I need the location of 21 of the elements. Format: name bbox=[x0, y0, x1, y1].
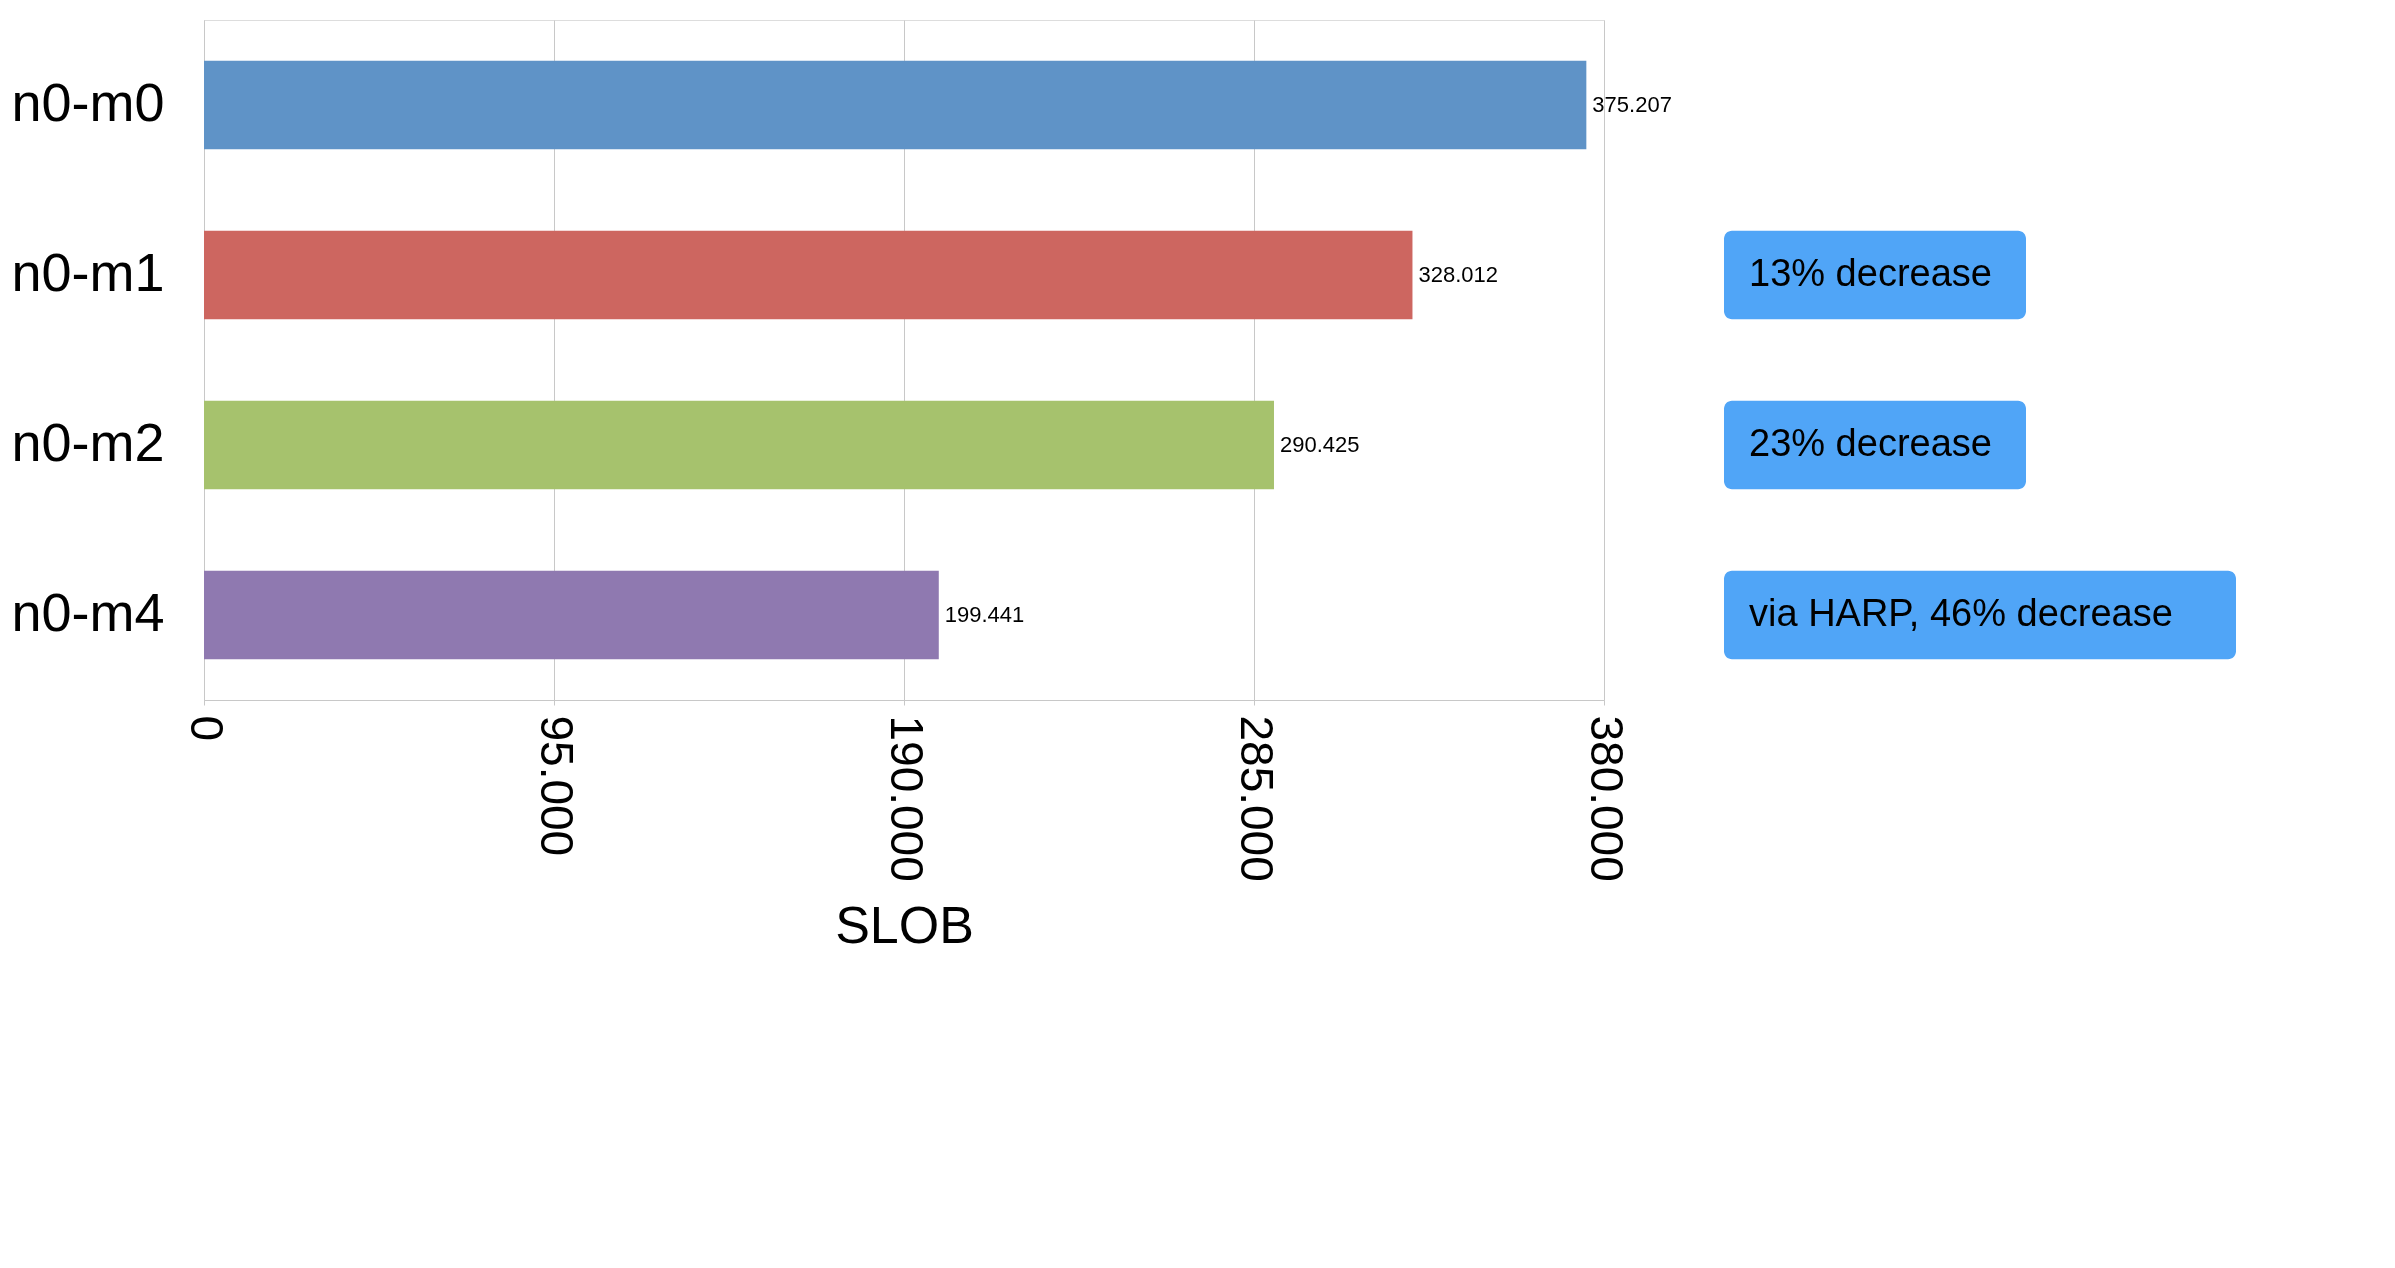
x-axis-title: SLOB bbox=[835, 895, 974, 954]
y-tick-label: n0-m1 bbox=[11, 242, 165, 302]
bar bbox=[204, 60, 1587, 150]
data-label: 290.425 bbox=[1279, 432, 1360, 457]
x-tick-label: 285.000 bbox=[1230, 715, 1283, 882]
text: 23% decrease bbox=[1749, 422, 1992, 464]
data-label: 328.012 bbox=[1418, 262, 1498, 287]
x-tick-label: 0 bbox=[180, 715, 233, 742]
text: via HARP, 46% decrease bbox=[1749, 592, 2173, 634]
y-tick-label: n0-m0 bbox=[11, 72, 165, 132]
x-tick-label: 380.000 bbox=[1580, 715, 1633, 882]
x-tick-label: 95.000 bbox=[530, 715, 583, 857]
bar bbox=[204, 570, 939, 660]
data-label: 199.441 bbox=[944, 602, 1025, 627]
bar bbox=[204, 230, 1413, 320]
x-tick-label: 190.000 bbox=[880, 715, 933, 882]
y-tick-label: n0-m2 bbox=[11, 412, 165, 472]
bar bbox=[204, 400, 1274, 490]
data-label: 375.207 bbox=[1592, 92, 1672, 117]
y-tick-label: n0-m4 bbox=[11, 582, 165, 642]
text: 13% decrease bbox=[1749, 252, 1992, 294]
